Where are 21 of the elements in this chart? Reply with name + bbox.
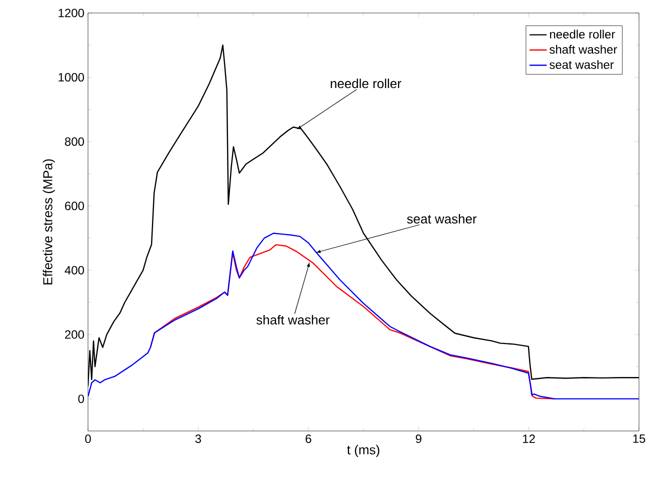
y-tick-label: 200 — [65, 330, 84, 339]
legend-label: needle roller — [550, 30, 616, 39]
x-tick-label: 6 — [306, 434, 312, 444]
legend-label: seat washer — [550, 60, 614, 69]
y-tick-label: 0 — [78, 394, 84, 404]
y-tick-label: 1200 — [58, 8, 84, 18]
x-tick-label: 0 — [85, 434, 91, 444]
x-tick-label: 12 — [523, 434, 535, 443]
y-tick-label: 600 — [65, 202, 84, 210]
x-axis-title: t (ms) — [347, 444, 380, 457]
legend-label: shaft washer — [550, 44, 618, 54]
y-tick-label: 1000 — [58, 73, 84, 82]
annotation: shaft washer — [256, 314, 330, 325]
x-tick-label: 9 — [416, 434, 422, 444]
x-tick-label: 15 — [633, 434, 646, 443]
annotation: seat washer — [407, 214, 477, 224]
y-axis-title: Effective stress (MPa) — [42, 159, 55, 284]
x-tick-label: 3 — [195, 434, 202, 444]
y-tick-label: 400 — [64, 266, 84, 274]
y-tick-label: 800 — [64, 137, 84, 146]
annotation: needle roller — [330, 78, 402, 88]
